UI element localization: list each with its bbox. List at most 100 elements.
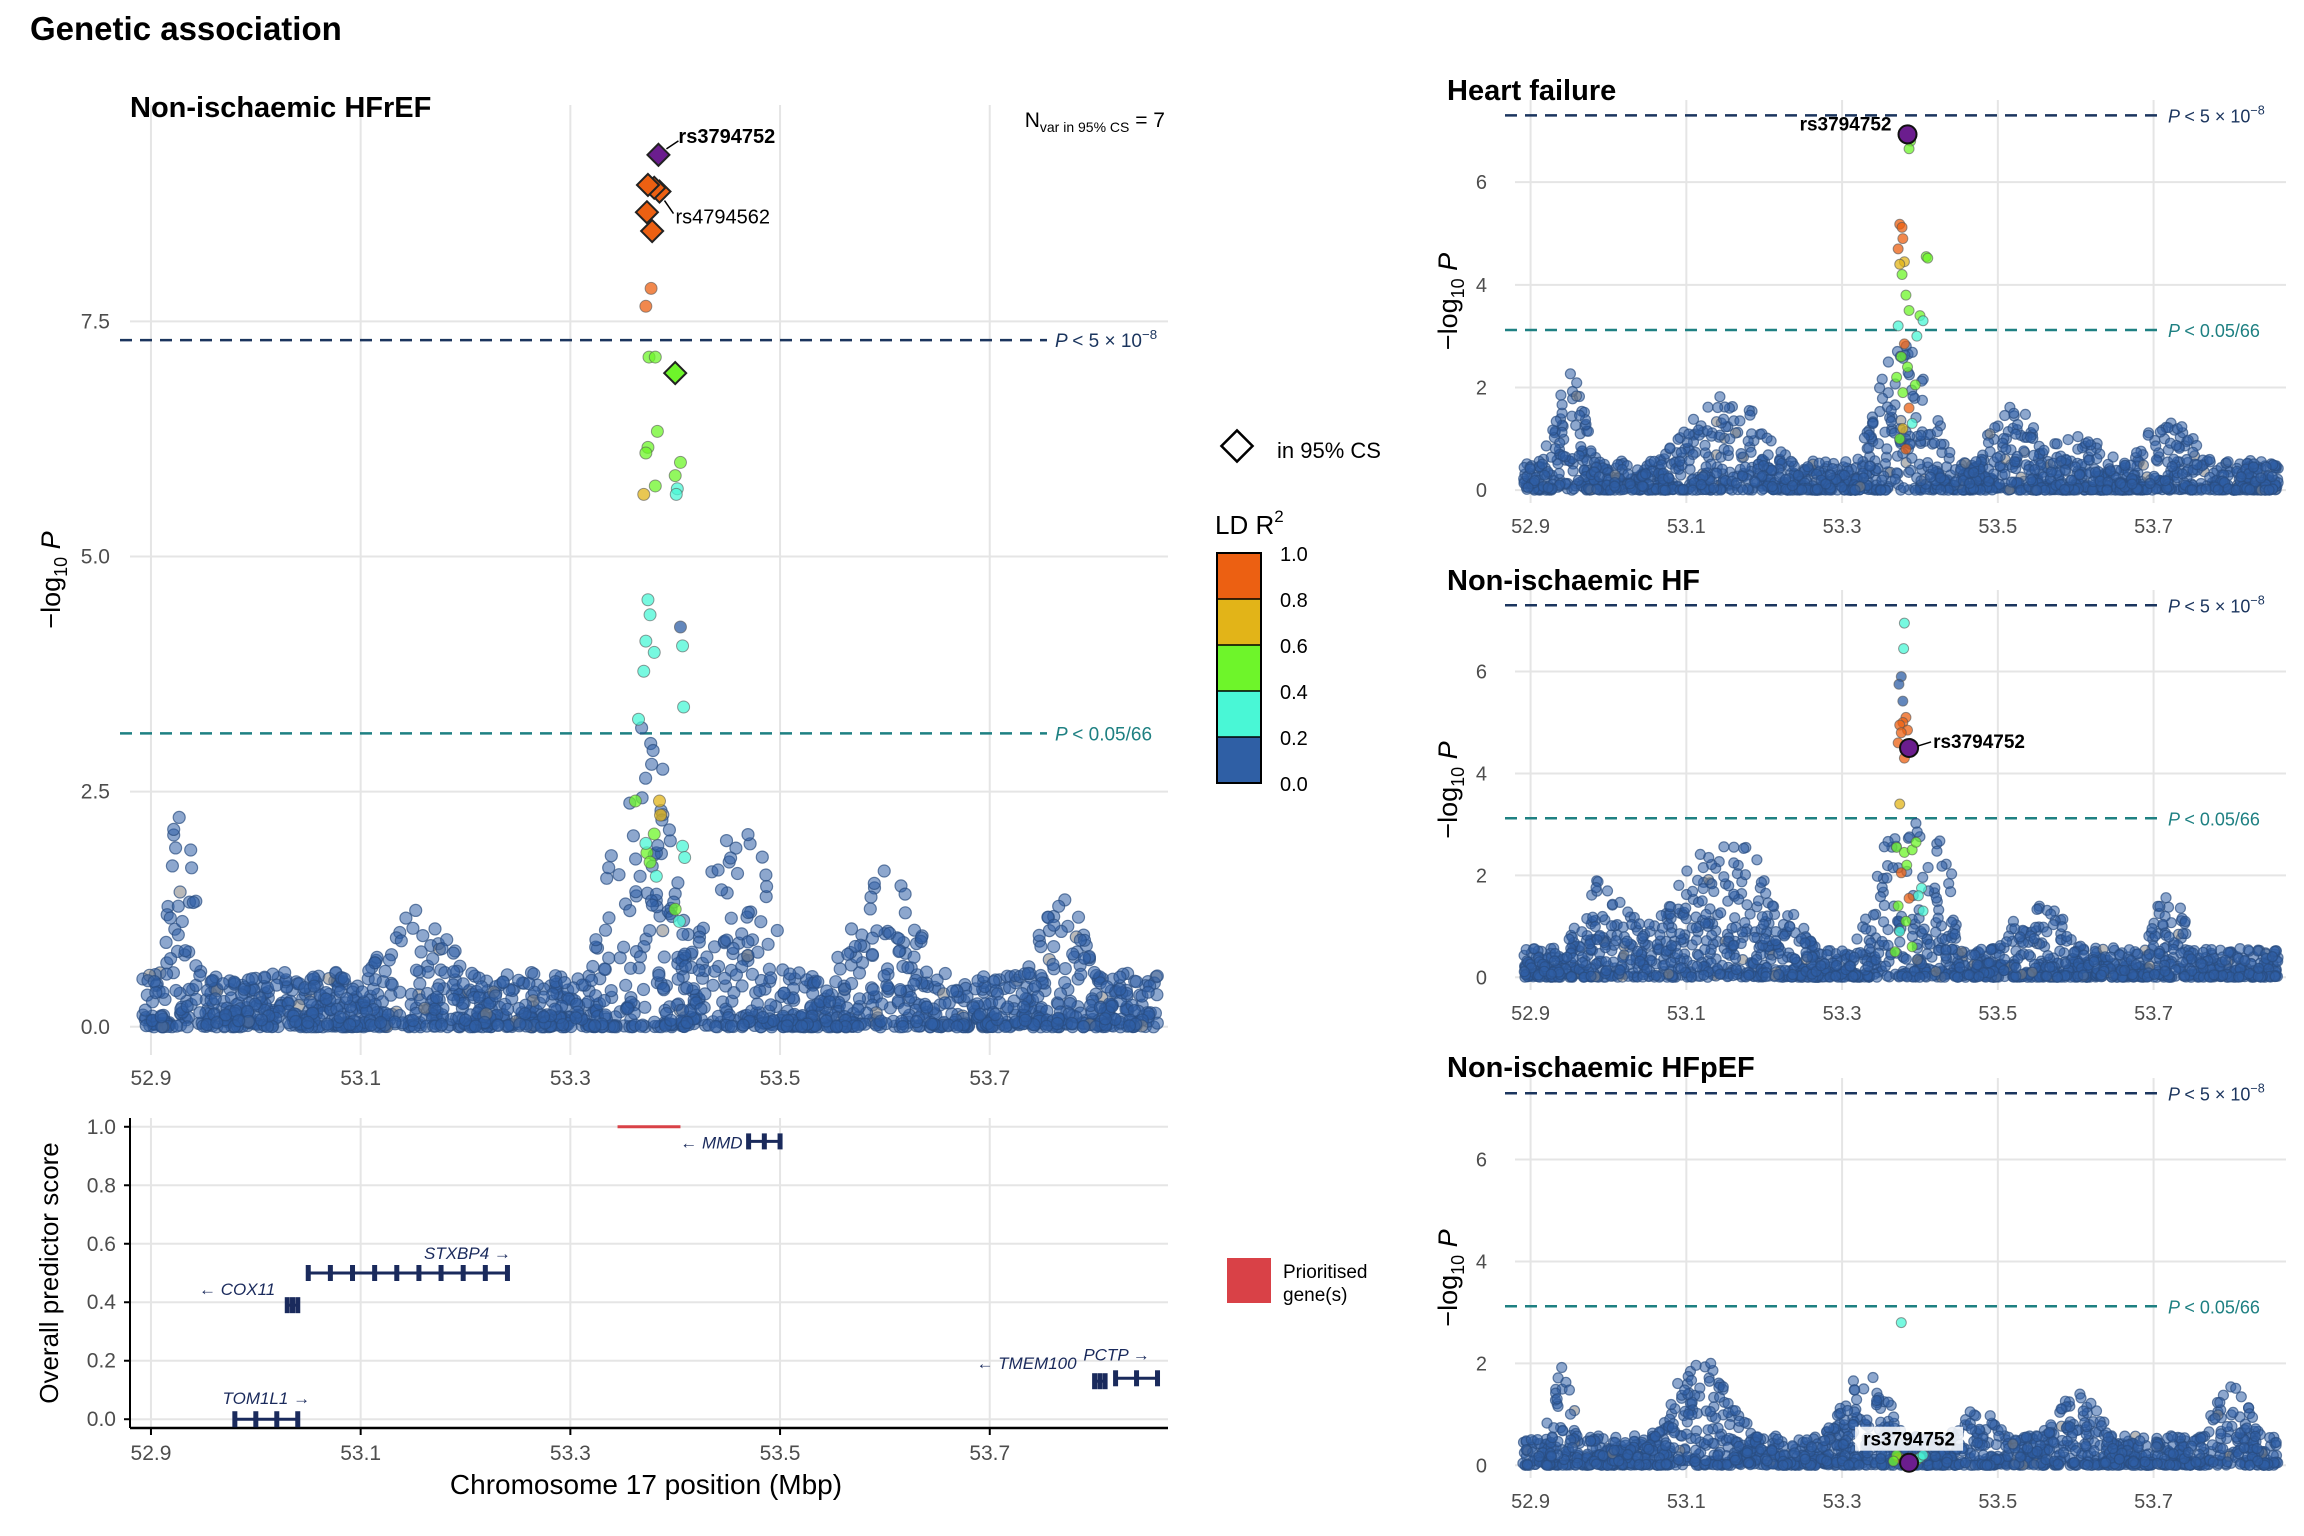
data-point — [186, 895, 200, 910]
data-point — [623, 961, 638, 975]
ld-point — [677, 700, 691, 714]
ld-point — [648, 350, 662, 364]
ld-point — [654, 808, 668, 822]
gene-exon — [416, 1265, 422, 1281]
data-point — [1571, 377, 1583, 389]
data-point — [1122, 1019, 1137, 1033]
ld-point — [1896, 269, 1908, 281]
genome-wide-threshold-label: P < 5 × 10−8 — [1055, 327, 1157, 352]
ld-point — [648, 479, 662, 493]
data-point — [694, 1002, 708, 1016]
data-point — [678, 959, 693, 973]
data-point — [1058, 961, 1072, 976]
figure-title: Genetic association — [30, 10, 342, 47]
data-point — [447, 965, 461, 979]
data-point — [2247, 461, 2259, 473]
data-point — [1563, 933, 1575, 945]
data-point — [406, 1013, 420, 1028]
data-point — [645, 898, 660, 912]
data-point — [1871, 870, 1884, 882]
x-tick-label: 53.1 — [1667, 1003, 1706, 1025]
data-point — [1585, 445, 1597, 457]
data-point — [1851, 933, 1863, 945]
data-point — [430, 990, 444, 1004]
data-point — [822, 995, 837, 1009]
data-point — [751, 945, 765, 959]
data-point — [877, 864, 891, 878]
x-tick-label: 53.3 — [1823, 1003, 1862, 1025]
data-point — [164, 951, 178, 966]
data-point — [1034, 939, 1048, 954]
gene-exon — [290, 1297, 296, 1314]
data-point — [169, 841, 183, 855]
data-point — [783, 967, 797, 981]
data-point — [1729, 912, 1741, 924]
data-point — [178, 944, 192, 958]
data-point — [2176, 468, 2189, 480]
ld-point — [1897, 423, 1909, 435]
y-tick-label: 0 — [1476, 967, 1487, 989]
ld-point — [628, 794, 642, 808]
data-point — [2082, 436, 2094, 448]
data-point — [205, 974, 219, 988]
data-point — [393, 985, 407, 999]
data-point — [1968, 467, 1980, 479]
data-point — [1879, 960, 1892, 972]
data-point — [1714, 391, 1726, 403]
data-point — [864, 890, 878, 904]
data-point — [2089, 466, 2101, 478]
data-point — [1547, 424, 1559, 436]
data-point — [1674, 455, 1686, 467]
data-point — [638, 771, 653, 785]
y-tick-label: 0.8 — [87, 1174, 116, 1197]
data-point — [1098, 1012, 1112, 1026]
data-point — [216, 977, 230, 991]
data-point — [254, 1013, 269, 1027]
y-tick-label: 0.0 — [81, 1016, 110, 1039]
data-point — [1918, 923, 1930, 935]
data-point — [1983, 475, 1995, 487]
data-point — [901, 961, 915, 975]
data-point — [2159, 475, 2171, 487]
panel-title: Heart failure — [1447, 75, 1616, 107]
data-point — [707, 940, 722, 954]
data-point — [2222, 456, 2234, 468]
data-point — [1046, 957, 1060, 972]
data-point — [602, 861, 616, 875]
data-point — [1734, 415, 1746, 427]
gene-exon — [372, 1265, 378, 1281]
ld-point — [1903, 402, 1915, 414]
data-point — [169, 983, 183, 998]
credible-set-diamond — [662, 360, 688, 386]
data-point — [1796, 484, 1808, 496]
genome-wide-threshold-label: P < 5 × 10−8 — [2168, 103, 2265, 126]
data-point — [1999, 409, 2011, 422]
data-point — [175, 914, 189, 929]
data-point — [629, 885, 643, 899]
data-point — [988, 1007, 1002, 1022]
gene-exon — [438, 1265, 444, 1281]
ld-point — [678, 850, 692, 864]
data-point — [636, 982, 651, 997]
data-point — [2150, 440, 2162, 452]
ld-point — [1902, 361, 1914, 373]
data-point — [1955, 945, 1968, 958]
data-point — [829, 1019, 844, 1034]
data-point — [1052, 899, 1066, 913]
data-point — [2011, 419, 2024, 431]
data-point — [185, 861, 199, 875]
data-point — [700, 950, 714, 964]
data-point — [475, 980, 489, 994]
data-point — [1889, 473, 1901, 485]
data-point — [675, 1003, 690, 1017]
data-point — [536, 990, 551, 1004]
data-point — [1553, 467, 1565, 479]
data-point — [2031, 903, 2043, 916]
data-point — [1728, 841, 1740, 853]
data-point — [1715, 907, 1727, 919]
data-point — [1924, 471, 1937, 483]
data-point — [1524, 463, 1536, 475]
data-point — [651, 838, 665, 853]
data-point — [1766, 480, 1778, 493]
data-point — [657, 950, 671, 964]
